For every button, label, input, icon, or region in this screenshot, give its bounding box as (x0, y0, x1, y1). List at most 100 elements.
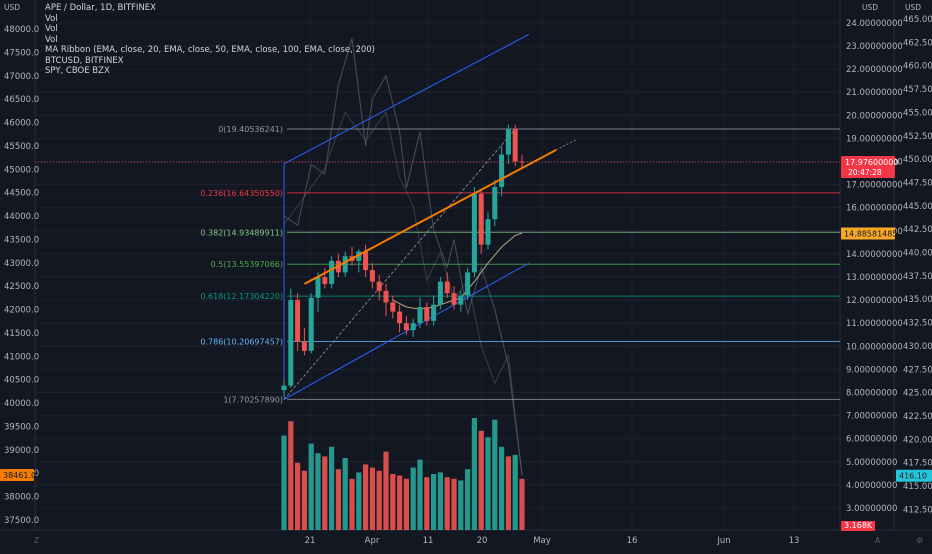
candle-body (295, 300, 301, 342)
volume-bar (383, 451, 389, 530)
legend-btc[interactable]: BTCUSD, BITFINEX (45, 55, 124, 66)
volume-bar (492, 419, 498, 530)
x-axis-tick-label: 16 (627, 536, 638, 546)
volume-bar (369, 467, 375, 530)
spy-price-badge: 416.10 (899, 472, 927, 481)
volume-bar (458, 480, 464, 530)
candle-body (478, 193, 484, 245)
channel-upper-line[interactable] (283, 34, 530, 165)
left-axis-tick-label: 42500.0 (4, 282, 39, 292)
legend-vol-3[interactable]: Vol (45, 34, 58, 45)
volume-bar (390, 474, 396, 530)
right-axis-tick-label: 11.00000000 (846, 319, 903, 329)
right-axis-tick-label: 4.00000000 (846, 481, 897, 491)
candle-body (505, 129, 511, 155)
legend-main[interactable]: APE / Dollar, 1D, BITFINEX (45, 3, 156, 13)
spy-axis-tick-label: 445.00 (903, 202, 932, 212)
left-axis-tick-label: 45500.0 (4, 142, 39, 152)
candle-body (315, 277, 321, 298)
candle-body (342, 256, 348, 273)
left-axis-tick-label: 44500.0 (4, 189, 39, 199)
candle-body (329, 260, 335, 284)
volume-bar (444, 477, 450, 530)
left-axis-tick-label: 48000.0 (4, 25, 39, 35)
candle-body (499, 154, 505, 187)
spy-axis-tick-label: 447.50 (903, 178, 932, 188)
right-axis-tick-label: 5.00000000 (846, 458, 897, 468)
ma-value-badge-bg (841, 227, 895, 240)
x-axis-tick-label: May (533, 536, 551, 546)
candle-body (437, 281, 443, 305)
right-axis-tick-label: 17.00000000 (846, 181, 903, 191)
left-axis-tick-label: 37500.0 (4, 516, 39, 526)
spy-axis-tick-label: 457.50 (903, 85, 932, 95)
left-axis-tick-label: 43000.0 (4, 259, 39, 269)
left-axis-tick-label: 39000.0 (4, 446, 39, 456)
left-axis-tick-label: 46000.0 (4, 119, 39, 129)
fib-level-label: 0.236(16.64350550) (200, 189, 283, 198)
candle-body (410, 323, 416, 331)
volume-bar (315, 453, 321, 530)
spy-axis-tick-label: 440.00 (903, 249, 932, 259)
fib-level-label: 0.382(14.93489911) (200, 228, 283, 237)
spy-axis-tick-label: 437.50 (903, 272, 932, 282)
legend-vol-1[interactable]: Vol (45, 13, 58, 24)
candle-body (397, 311, 403, 324)
candle-body (383, 290, 389, 303)
left-axis-tick-label: 41500.0 (4, 329, 39, 339)
volume-bar (424, 477, 430, 530)
right-axis-tick-label: 8.00000000 (846, 389, 897, 399)
spy-axis-tick-label: 462.50 (903, 38, 932, 48)
legend-ma-ribbon[interactable]: MA Ribbon (EMA, close, 20, EMA, close, 5… (45, 45, 376, 55)
volume-bar (335, 469, 341, 530)
left-axis-tick-label: 47500.0 (4, 48, 39, 58)
candle-body (458, 295, 464, 305)
btc-price-badge-bg (0, 468, 34, 481)
left-axis-tick-label: 42000.0 (4, 306, 39, 316)
candle-body (465, 272, 471, 296)
spy-axis-tick-label: 465.00 (903, 15, 932, 25)
right-axis-tick-label: 21.00000000 (846, 88, 903, 98)
spy-axis-tick-label: 420.00 (903, 435, 932, 445)
candle-body (403, 323, 409, 331)
right-axis-tick-label: 20.00000000 (846, 111, 903, 121)
spy-axis-tick-label: 460.00 (903, 62, 932, 72)
fib-level-label: 1(7.70257890) (223, 395, 283, 404)
right-axis-tick-label: 16.00000000 (846, 204, 903, 214)
volume-bar (376, 470, 382, 530)
candle-body (301, 341, 307, 351)
fib-level-label: 0(19.40536241) (218, 125, 283, 134)
right-axis-tick-label: 9.00000000 (846, 365, 897, 375)
volume-badge: 3.168K (844, 521, 873, 530)
right-axis-tick-label: 22.00000000 (846, 65, 903, 75)
ape-price-badge: 17.97600000 (845, 158, 898, 167)
spy-axis-tick-label: 430.00 (903, 342, 932, 352)
spy-axis-tick-label: 412.50 (903, 505, 932, 515)
left-axis-currency: USD (4, 3, 20, 12)
volume-bar (431, 474, 437, 530)
candle-body (451, 293, 457, 305)
countdown-badge: 20:47:28 (848, 168, 882, 177)
left-axis-tick-label: 39500.0 (4, 422, 39, 432)
legend-vol-2[interactable]: Vol (45, 24, 58, 34)
candle-body (322, 277, 328, 284)
spy-axis-tick-label: 450.00 (903, 155, 932, 165)
volume-bar (342, 458, 348, 530)
volume-bar (308, 443, 314, 530)
spy-axis-tick-label: 417.50 (903, 459, 932, 469)
auto-scale-icon: A (875, 536, 881, 545)
legend-spy[interactable]: SPY, CBOE BZX (45, 66, 110, 76)
right-axis-tick-label: 6.00000000 (846, 435, 897, 445)
candle-body (485, 219, 491, 245)
candle-body (376, 281, 382, 291)
volume-bar (471, 418, 477, 530)
candle-body (281, 385, 287, 391)
trendline-orange[interactable] (303, 149, 557, 285)
left-axis-tick-label: 44000.0 (4, 212, 39, 222)
left-axis-tick-label: 40500.0 (4, 376, 39, 386)
candle-body (424, 307, 430, 321)
spy-axis-tick-label: 422.50 (903, 412, 932, 422)
volume-badge-bg (841, 521, 875, 531)
